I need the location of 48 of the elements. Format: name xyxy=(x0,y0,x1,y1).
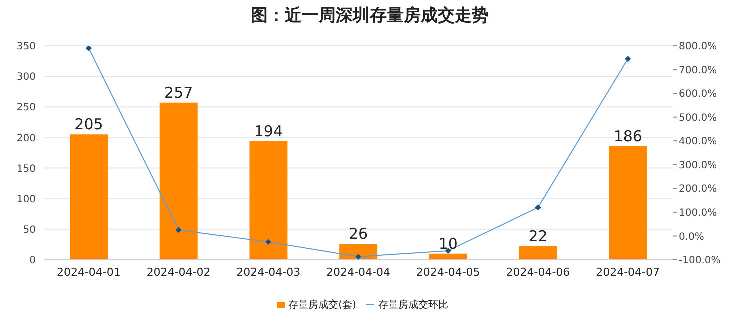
y-tick-label: 100 xyxy=(16,194,36,206)
x-tick-label: 2024-04-02 xyxy=(146,266,211,279)
y-tick-label: 150 xyxy=(16,164,36,175)
chart-title: 图：近一周深圳存量房成交走势 xyxy=(250,5,490,27)
data-label: 194 xyxy=(254,122,284,140)
y-tick-label: 200 xyxy=(16,133,36,144)
y2-tick-label: 500.0% xyxy=(679,112,718,124)
data-label: 26 xyxy=(349,225,368,244)
data-label: 205 xyxy=(74,116,104,134)
point xyxy=(534,204,542,211)
data-label: 22 xyxy=(528,228,548,246)
y-tick-label: 300 xyxy=(16,72,36,84)
bar xyxy=(609,146,648,260)
y2-tick-label: 200.0% xyxy=(679,184,718,196)
legend-label: 存量房成交环比 xyxy=(378,300,448,311)
legend-label: 存量房成交(套) xyxy=(288,300,356,311)
y2-tick-label: 600.0% xyxy=(679,89,718,100)
x-tick-label: 2024-04-06 xyxy=(506,266,570,279)
bar xyxy=(519,246,558,260)
y2-tick-label: 400.0% xyxy=(679,136,718,148)
y2-tick-label: 100.0% xyxy=(679,208,718,219)
data-label: 186 xyxy=(614,127,642,146)
point xyxy=(624,56,632,62)
y-tick-label: 250 xyxy=(16,102,36,114)
y-tick-label: 50 xyxy=(23,224,36,236)
bar xyxy=(340,244,378,260)
point xyxy=(176,227,182,234)
x-tick-label: 2024-04-05 xyxy=(416,266,480,279)
bar xyxy=(250,141,288,260)
point xyxy=(86,46,92,52)
x-tick-label: 2024-04-01 xyxy=(56,266,121,279)
y2-tick-label: 300.0% xyxy=(679,160,718,172)
point xyxy=(265,238,272,246)
x-tick-label: 2024-04-07 xyxy=(596,266,660,279)
bar xyxy=(70,134,108,260)
y2-tick-label: -100.0% xyxy=(679,256,721,267)
y2-tick-label: 800.0% xyxy=(679,42,718,53)
x-tick-label: 2024-04-03 xyxy=(236,266,301,279)
bar xyxy=(160,102,198,260)
y2-tick-label: 0.0% xyxy=(679,232,704,243)
data-label: 10 xyxy=(438,234,458,253)
bar xyxy=(429,254,468,260)
x-tick-label: 2024-04-04 xyxy=(326,266,390,279)
y-tick-label: 0 xyxy=(30,256,36,267)
data-label: 257 xyxy=(164,84,194,102)
y2-tick-label: 700.0% xyxy=(679,65,718,76)
y-tick-label: 350 xyxy=(16,42,36,53)
point xyxy=(355,254,362,260)
